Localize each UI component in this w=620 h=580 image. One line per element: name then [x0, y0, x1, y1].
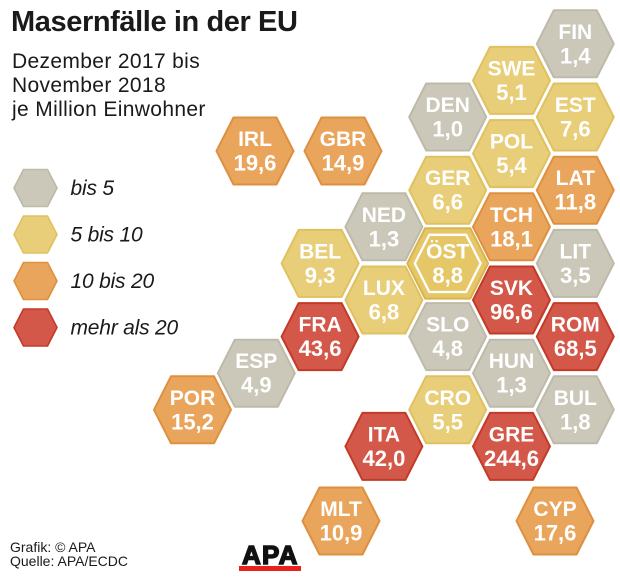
svg-text:APA: APA: [242, 540, 299, 570]
svg-text:je Million Einwohner: je Million Einwohner: [11, 98, 206, 121]
svg-text:GER: GER: [425, 167, 471, 190]
svg-text:NED: NED: [362, 204, 406, 227]
svg-text:Dezember 2017 bis: Dezember 2017 bis: [12, 50, 200, 73]
svg-text:LIT: LIT: [560, 240, 592, 263]
svg-text:mehr als 20: mehr als 20: [71, 317, 179, 340]
svg-text:5,5: 5,5: [432, 409, 463, 434]
svg-text:SLO: SLO: [426, 314, 469, 337]
svg-text:LUX: LUX: [363, 277, 405, 300]
svg-text:42,0: 42,0: [362, 446, 405, 471]
svg-text:1,4: 1,4: [560, 43, 591, 68]
svg-text:5,4: 5,4: [496, 153, 527, 178]
svg-text:1,8: 1,8: [560, 409, 591, 434]
svg-text:244,6: 244,6: [484, 446, 539, 471]
svg-text:ROM: ROM: [551, 314, 600, 337]
svg-text:ESP: ESP: [235, 350, 277, 373]
svg-text:6,8: 6,8: [369, 300, 400, 325]
svg-text:IRL: IRL: [238, 128, 272, 151]
svg-text:bis 5: bis 5: [71, 177, 115, 200]
svg-text:ÖST: ÖST: [426, 240, 469, 263]
svg-text:15,2: 15,2: [171, 409, 214, 434]
svg-text:5 bis 10: 5 bis 10: [71, 224, 143, 247]
svg-text:POR: POR: [170, 387, 216, 410]
svg-text:FRA: FRA: [299, 314, 342, 337]
svg-text:DEN: DEN: [426, 94, 470, 117]
svg-text:1,3: 1,3: [496, 373, 527, 398]
svg-text:1,0: 1,0: [432, 117, 463, 142]
svg-text:SVK: SVK: [490, 277, 533, 300]
svg-text:BUL: BUL: [554, 387, 597, 410]
svg-text:November 2018: November 2018: [12, 74, 166, 97]
svg-text:HUN: HUN: [489, 350, 535, 373]
svg-text:8,8: 8,8: [432, 263, 463, 288]
svg-text:4,9: 4,9: [241, 373, 272, 398]
svg-text:4,8: 4,8: [432, 336, 463, 361]
svg-text:10 bis 20: 10 bis 20: [71, 270, 155, 293]
svg-text:POL: POL: [490, 131, 533, 154]
svg-text:43,6: 43,6: [299, 336, 342, 361]
svg-text:14,9: 14,9: [322, 151, 365, 176]
svg-text:7,6: 7,6: [560, 117, 591, 142]
svg-text:19,6: 19,6: [234, 151, 277, 176]
svg-text:BEL: BEL: [299, 240, 341, 263]
svg-text:96,6: 96,6: [490, 300, 533, 325]
svg-text:6,6: 6,6: [432, 190, 463, 215]
svg-text:Grafik: © APA: Grafik: © APA: [10, 539, 96, 555]
svg-text:GRE: GRE: [489, 423, 535, 446]
svg-text:10,9: 10,9: [320, 521, 363, 546]
svg-text:Quelle: APA/ECDC: Quelle: APA/ECDC: [10, 553, 128, 569]
svg-text:MLT: MLT: [320, 498, 362, 521]
svg-text:18,1: 18,1: [490, 226, 533, 251]
svg-text:LAT: LAT: [556, 167, 595, 190]
svg-text:1,3: 1,3: [369, 226, 400, 251]
svg-text:3,5: 3,5: [560, 263, 591, 288]
svg-text:EST: EST: [555, 94, 596, 117]
svg-text:17,6: 17,6: [534, 521, 577, 546]
svg-text:FIN: FIN: [558, 21, 592, 44]
svg-text:ITA: ITA: [368, 423, 400, 446]
svg-text:9,3: 9,3: [305, 263, 336, 288]
svg-text:11,8: 11,8: [554, 190, 596, 215]
svg-text:GBR: GBR: [320, 128, 367, 151]
svg-text:CRO: CRO: [424, 387, 471, 410]
svg-text:TCH: TCH: [490, 204, 533, 227]
svg-text:5,1: 5,1: [496, 80, 527, 105]
svg-text:68,5: 68,5: [554, 336, 597, 361]
svg-text:CYP: CYP: [533, 498, 576, 521]
svg-text:SWE: SWE: [488, 57, 536, 80]
svg-text:Masernfälle in der EU: Masernfälle in der EU: [11, 6, 298, 38]
